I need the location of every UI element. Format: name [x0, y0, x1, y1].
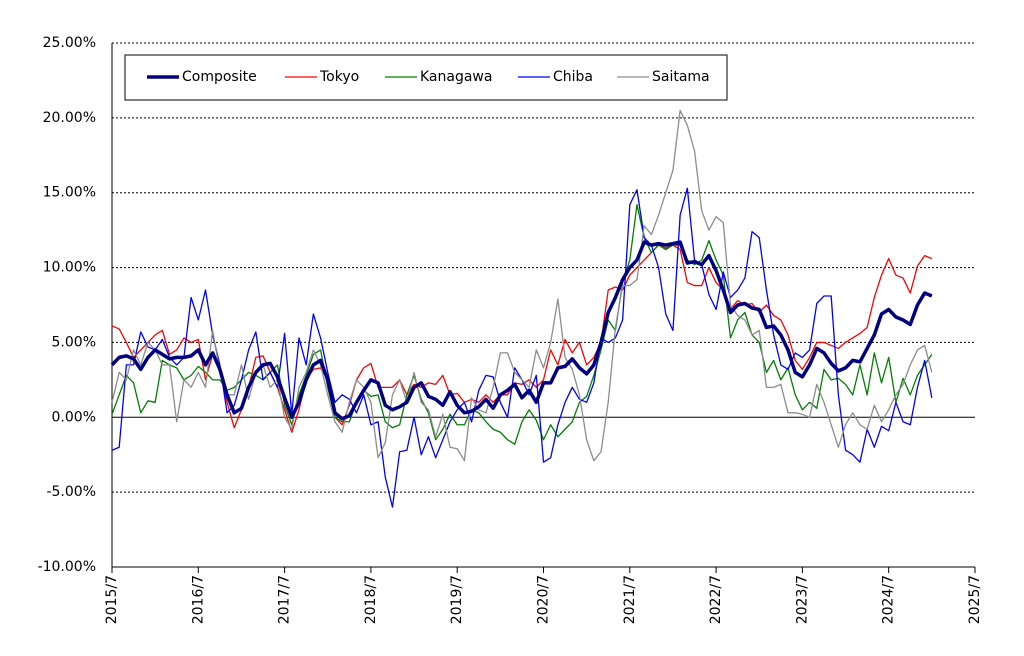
y-tick-label: -10.00% — [38, 559, 96, 575]
x-tick-label: 2015/7 — [104, 575, 120, 624]
x-tick-label: 2019/7 — [449, 575, 465, 624]
x-tick-label: 2018/7 — [363, 575, 379, 624]
y-tick-label: 10.00% — [43, 260, 96, 276]
x-tick-label: 2020/7 — [536, 575, 552, 624]
series-line — [110, 240, 933, 421]
legend-label: Saitama — [652, 69, 710, 85]
y-tick-label: 20.00% — [43, 110, 96, 126]
x-tick-label: 2024/7 — [881, 575, 897, 624]
series-line — [111, 204, 933, 445]
series-line — [111, 109, 933, 462]
x-tick-label: 2023/7 — [794, 575, 810, 624]
y-tick-label: 25.00% — [43, 35, 96, 51]
x-tick-label: 2017/7 — [277, 575, 293, 624]
y-tick-label: 5.00% — [52, 334, 96, 350]
y-tick-label: -5.00% — [46, 484, 96, 500]
y-tick-label: 15.00% — [43, 185, 96, 201]
x-tick-label: 2022/7 — [708, 575, 724, 624]
x-tick-label: 2016/7 — [190, 575, 206, 624]
y-tick-label: 0.00% — [52, 409, 96, 425]
legend-label: Composite — [182, 69, 257, 85]
x-tick-label: 2025/7 — [967, 575, 983, 624]
legend-label: Kanagawa — [420, 69, 492, 85]
x-tick-label: 2021/7 — [622, 575, 638, 624]
legend-label: Tokyo — [319, 69, 359, 85]
series-line — [111, 187, 933, 508]
legend-label: Chiba — [553, 69, 593, 85]
